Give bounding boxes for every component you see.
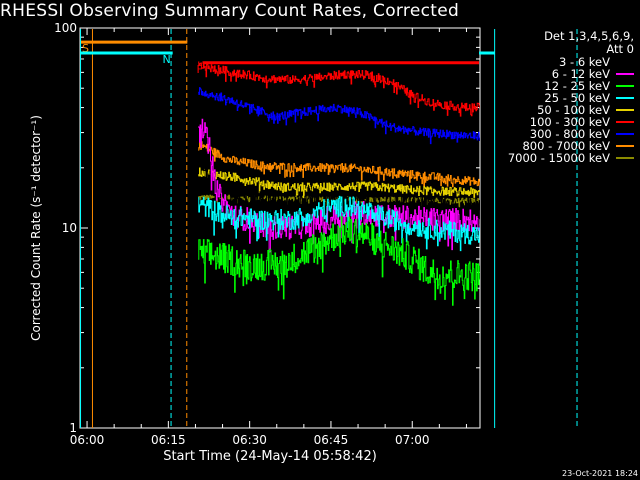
legend-swatch xyxy=(616,133,634,135)
legend-entry: 3 - 6 keV xyxy=(476,56,634,68)
legend-entry: 100 - 300 keV xyxy=(476,116,634,128)
legend-label: 50 - 100 keV xyxy=(537,103,610,117)
legend-label: 25 - 50 keV xyxy=(544,91,610,105)
x-tick-label: 06:00 xyxy=(70,433,105,447)
legend-label: 300 - 800 keV xyxy=(529,127,610,141)
x-tick-label: 07:00 xyxy=(395,433,430,447)
data-series-trace xyxy=(198,216,480,306)
legend-swatch xyxy=(616,121,634,123)
legend-swatch xyxy=(616,109,634,111)
legend-label: 7000 - 15000 keV xyxy=(507,151,610,165)
legend-header-line2: Att 0 xyxy=(606,42,634,56)
data-series-trace xyxy=(198,167,480,198)
data-series-trace xyxy=(198,61,480,117)
legend-header-line1: Det 1,3,4,5,6,9, xyxy=(544,29,634,43)
x-axis-title: Start Time (24-May-14 05:58:42) xyxy=(163,449,377,464)
legend-swatch xyxy=(616,85,634,87)
legend-label: 3 - 6 keV xyxy=(559,55,610,69)
flag-bar-label: N xyxy=(162,53,170,66)
legend-label: 100 - 300 keV xyxy=(529,115,610,129)
data-series-trace xyxy=(198,141,480,188)
y-axis-title: Corrected Count Rate (s⁻¹ detector⁻¹) xyxy=(29,115,43,341)
flag-bar-label: F xyxy=(196,63,202,76)
legend-label: 800 - 7000 keV xyxy=(522,139,610,153)
x-tick-label: 06:45 xyxy=(314,433,349,447)
legend-label: 12 - 25 keV xyxy=(544,79,610,93)
legend-label: 6 - 12 keV xyxy=(551,67,610,81)
data-series-trace xyxy=(198,195,480,252)
legend-entry: 7000 - 15000 keV xyxy=(476,152,634,164)
legend-entry: 12 - 25 keV xyxy=(476,80,634,92)
legend-entry: 50 - 100 keV xyxy=(476,104,634,116)
timestamp-footer: 23-Oct-2021 18:24 xyxy=(562,469,638,478)
x-tick-label: 06:30 xyxy=(232,433,267,447)
legend-swatch xyxy=(616,61,634,63)
data-series-trace xyxy=(198,87,480,145)
legend: Det 1,3,4,5,6,9, Att 0 3 - 6 keV 6 - 12 … xyxy=(476,30,634,164)
legend-entry: 25 - 50 keV xyxy=(476,92,634,104)
legend-entry: 6 - 12 keV xyxy=(476,68,634,80)
data-series-trace xyxy=(198,158,480,231)
y-tick-label: 10 xyxy=(62,221,77,235)
chart-title: RHESSI Observing Summary Count Rates, Co… xyxy=(0,1,460,21)
y-tick-label: 1 xyxy=(69,421,77,435)
legend-swatch xyxy=(616,97,634,99)
legend-entry: 800 - 7000 keV xyxy=(476,140,634,152)
flag-bar-label: S xyxy=(82,42,89,55)
y-tick-label: 100 xyxy=(54,21,77,35)
x-tick-label: 06:15 xyxy=(151,433,186,447)
legend-swatch xyxy=(616,157,634,159)
legend-swatch xyxy=(616,73,634,75)
legend-entry: 300 - 800 keV xyxy=(476,128,634,140)
legend-swatch xyxy=(616,145,634,147)
